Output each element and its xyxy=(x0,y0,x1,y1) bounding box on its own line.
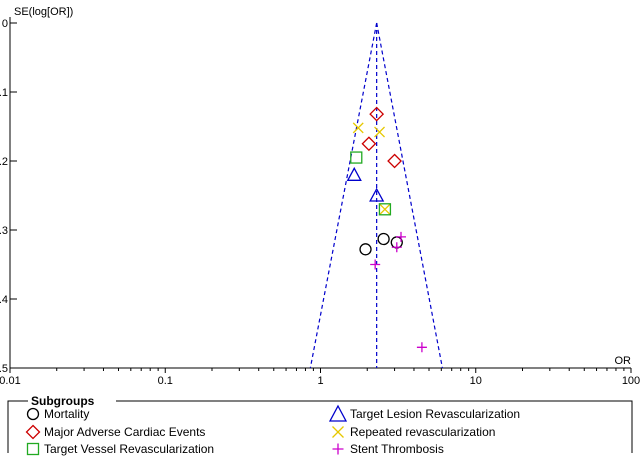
x-tick-label: 0.1 xyxy=(158,375,173,387)
y-tick-label: 0.5 xyxy=(0,363,8,375)
y-tick-label: 0.1 xyxy=(0,87,8,99)
data-point-diamond xyxy=(361,136,377,152)
data-point-square xyxy=(350,151,363,164)
x-axis-label: OR xyxy=(615,355,632,367)
data-point-triangle xyxy=(346,166,362,181)
data-point-diamond xyxy=(369,106,385,122)
legend-frame xyxy=(7,400,633,453)
legend-label: Target Lesion Revascularization xyxy=(350,407,520,421)
legend-marker-x xyxy=(332,426,344,438)
legend-marker-square xyxy=(26,442,40,456)
y-tick-label: 0 xyxy=(2,18,8,30)
data-point-plus xyxy=(416,342,427,353)
data-point-x xyxy=(374,126,385,138)
data-point-circle xyxy=(377,232,390,246)
funnel-lines xyxy=(309,22,444,369)
legend-label: Stent Thrombosis xyxy=(350,442,444,456)
y-axis-label: SE(log[OR]) xyxy=(14,6,73,18)
data-point-x xyxy=(352,122,364,134)
y-tick-label: 0.4 xyxy=(0,294,8,306)
legend-label: Major Adverse Cardiac Events xyxy=(44,425,205,439)
legend-label: Mortality xyxy=(44,407,89,421)
data-point-square xyxy=(378,203,392,216)
funnel-right-line xyxy=(376,22,444,369)
data-point-plus xyxy=(370,259,381,270)
x-tick-label: 1 xyxy=(317,375,323,387)
legend-marker-triangle xyxy=(328,404,348,422)
legend-marker-diamond xyxy=(25,424,41,440)
x-tick-label: 10 xyxy=(470,375,482,387)
data-point-plus xyxy=(395,231,406,242)
data-point-plus xyxy=(391,242,402,253)
data-point-diamond xyxy=(387,153,402,169)
data-point-circle xyxy=(359,243,372,256)
legend-title: Subgroups xyxy=(31,394,95,408)
data-point-x xyxy=(379,203,391,215)
y-tick-label: 0.2 xyxy=(0,156,8,168)
legend-label: Target Vessel Revascularization xyxy=(44,442,214,456)
legend-marker-plus xyxy=(332,443,344,455)
legend-marker-circle xyxy=(26,407,40,421)
data-point-triangle xyxy=(369,187,385,202)
x-tick-label: 0.01 xyxy=(0,375,21,387)
legend-label: Repeated revascularization xyxy=(350,425,495,439)
y-tick-label: 0.3 xyxy=(0,225,8,237)
axes: 0 0.1 0.2 0.3 0.4 0.50.01 0.1 1 10 100 SE(log[OR])… xyxy=(0,6,640,387)
funnel-left-line xyxy=(309,22,378,369)
data-points xyxy=(346,106,427,353)
x-tick-label: 100 xyxy=(622,375,640,387)
